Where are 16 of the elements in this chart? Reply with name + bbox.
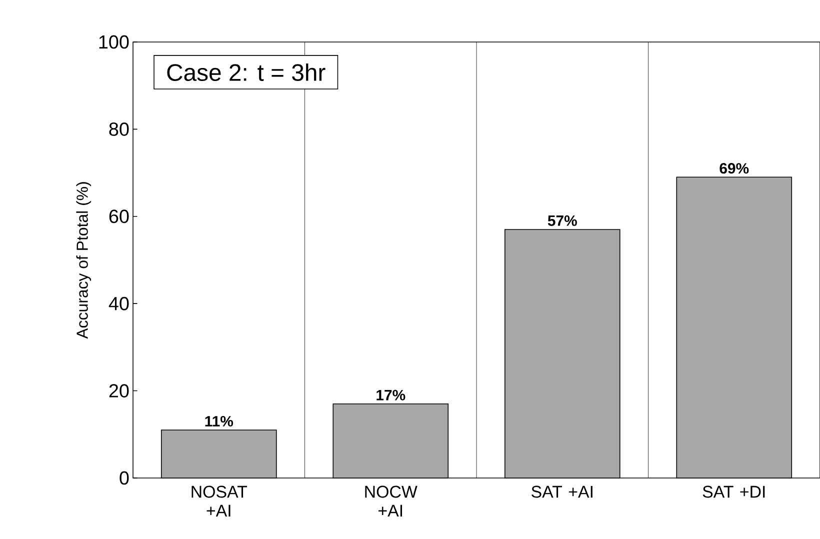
y-tick-label: 60	[109, 210, 129, 224]
x-tick-label: SAT +AI	[532, 486, 592, 498]
data-label: 11%	[205, 416, 234, 426]
x-tick-label: NOSAT +AI	[192, 486, 248, 517]
data-label: 69%	[720, 163, 749, 174]
y-tick-label: 0	[120, 471, 129, 485]
x-tick-label: NOCW +AI	[365, 486, 418, 517]
y-tick-label: 80	[109, 122, 129, 136]
y-tick-label: 40	[108, 296, 129, 310]
text: Case 2: t = 3hr	[167, 63, 326, 82]
data-label: 17%	[376, 390, 406, 400]
y-axis-title: Accuracy of Ptotal (%)	[76, 182, 92, 339]
data-label: 57%	[548, 215, 577, 226]
y-tick-label: 100	[99, 35, 129, 49]
y-tick-label: 20	[109, 384, 129, 398]
x-tick-label: SAT +DI	[702, 486, 765, 498]
